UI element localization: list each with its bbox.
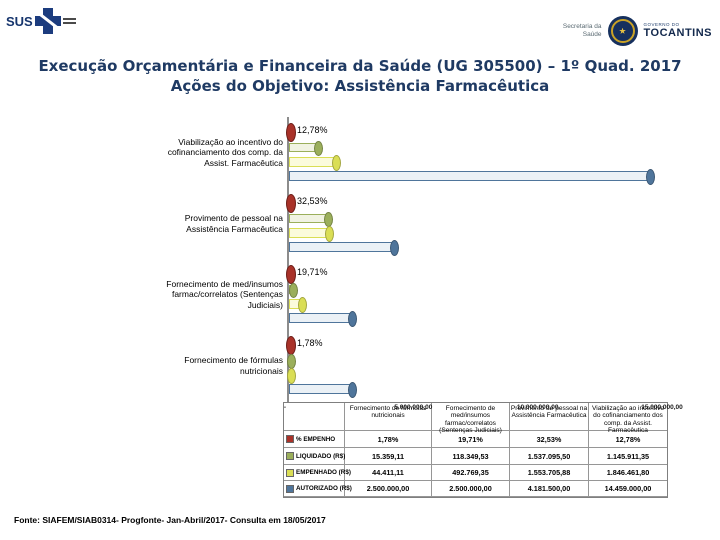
sus-logo-text: SUS	[6, 13, 33, 29]
bar	[289, 228, 328, 238]
slide-title-line1: Execução Orçamentária e Financeira da Sa…	[38, 57, 682, 75]
table-cell: 2.500.000,00	[345, 481, 432, 497]
bar-cap	[286, 194, 296, 213]
axis-tick-label: 15.000.000,00	[641, 404, 683, 411]
table-cell: 1.553.705,88	[510, 465, 589, 481]
category-label: Provimento de pessoal na Assistência Far…	[184, 213, 283, 234]
table-cell: 1.145.911,35	[589, 448, 667, 465]
table-cell: 1.846.461,80	[589, 465, 667, 481]
bar-cap	[348, 311, 358, 327]
bar-cap	[331, 155, 341, 171]
bar-cap	[286, 123, 296, 142]
tocantins-wordmark: GOVERNO DO TOCANTINS	[644, 23, 712, 39]
table-row-label-text: LIQUIDADO (R$)	[296, 452, 346, 460]
table-row-label-text: AUTORIZADO (R$)	[296, 485, 352, 492]
bar-cap	[645, 169, 655, 185]
table-cell: 2.500.000,00	[432, 481, 510, 497]
table-corner-cell	[284, 403, 345, 431]
table-header-cell: Provimento de pessoal na Assistência Far…	[510, 403, 589, 431]
axis-tick-label: 10.000.000,00	[516, 404, 559, 411]
bar-cap	[324, 226, 334, 242]
table-row-label: EMPENHADO (R$)	[284, 465, 351, 481]
axis-tick-label: -	[283, 404, 287, 411]
bar-cap	[348, 382, 358, 398]
bar-chart-plot-area: 12,78% 32,53% 19,71% 1,78%	[286, 117, 663, 407]
legend-swatch	[286, 468, 294, 477]
governo-label: GOVERNO DO	[643, 22, 680, 28]
slide-title-line2: Ações do Objetivo: Assistência Farmacêut…	[170, 77, 550, 96]
table-cell: 492.769,35	[432, 465, 510, 481]
axis-tick-label: 5.000.000,00	[394, 404, 433, 411]
sus-logo: SUS	[6, 8, 76, 34]
bar-cap	[324, 212, 334, 227]
table-cell: 1.537.095,50	[510, 448, 589, 465]
legend-swatch	[286, 452, 294, 460]
category-band: 12,78%	[286, 117, 663, 188]
chart-category-axis: Viabilização ao incentivo do cofinanciam…	[148, 117, 283, 401]
bar	[289, 157, 335, 167]
table-header-cell: Fornecimento de med/insumos farmac/corre…	[432, 403, 510, 434]
bar	[289, 171, 649, 181]
bar-data-label: 19,71%	[297, 267, 328, 277]
bar-data-label: 12,78%	[297, 125, 328, 135]
table-cell: 12,78%	[589, 431, 667, 448]
bar	[289, 313, 352, 323]
table-cell: 1,78%	[345, 431, 432, 448]
government-logos: Secretaria da Saúde GOVERNO DO TOCANTINS	[563, 16, 712, 46]
bar-cap	[287, 354, 296, 369]
state-label: TOCANTINS	[643, 26, 712, 39]
table-cell: 32,53%	[510, 431, 589, 448]
bar-cap	[286, 336, 296, 355]
bar	[289, 242, 393, 252]
sus-logo-smallprint	[62, 18, 76, 24]
bar	[289, 143, 318, 152]
table-cell: 118.349,53	[432, 448, 510, 465]
category-label: Fornecimento de med/insumos farmac/corre…	[166, 278, 283, 310]
table-row-label-text: % EMPENHO	[296, 435, 336, 443]
table-row-label: % EMPENHO	[284, 431, 345, 448]
footer-source: Fonte: SIAFEM/SIAB0314- Progfonte- Jan-A…	[14, 515, 326, 525]
secretaria-label-line2: Saúde	[582, 31, 602, 38]
table-header-cell: Fornecimento de fórmulas nutricionais	[345, 403, 432, 431]
category-label: Fornecimento de fórmulas nutricionais	[184, 355, 283, 376]
bar-data-label: 32,53%	[297, 196, 328, 206]
table-cell: 44.411,11	[345, 465, 432, 481]
secretaria-label-line1: Secretaria da	[562, 22, 602, 30]
table-header-cell: Viabilização ao incentivo do cofinanciam…	[589, 403, 667, 434]
bar-cap	[287, 368, 297, 384]
bar	[289, 214, 328, 223]
category-band: 19,71%	[286, 259, 663, 330]
bar-data-label: 1,78%	[297, 338, 323, 348]
bar-cap	[389, 240, 399, 256]
sus-cross-icon	[34, 8, 61, 34]
slide-title: Execução Orçamentária e Financeira da Sa…	[30, 56, 690, 97]
table-cell: 19,71%	[432, 431, 510, 448]
category-band: 1,78%	[286, 330, 663, 401]
table-cell: 15.359,11	[345, 448, 432, 465]
bar-cap	[288, 283, 298, 298]
table-row-label: AUTORIZADO (R$)	[284, 481, 352, 497]
secretaria-label: Secretaria da Saúde	[563, 23, 602, 39]
table-row-label-text: EMPENHADO (R$)	[296, 469, 351, 476]
tocantins-crest-icon	[607, 16, 638, 46]
bar-cap	[314, 141, 324, 156]
category-label: Viabilização ao incentivo do cofinanciam…	[167, 136, 283, 168]
data-table: Fornecimento de fórmulas nutricionais For…	[283, 402, 668, 498]
bar-cap	[298, 297, 308, 313]
table-cell: 14.459.000,00	[589, 481, 667, 497]
legend-swatch	[286, 484, 294, 493]
table-cell: 4.181.500,00	[510, 481, 589, 497]
category-band: 32,53%	[286, 188, 663, 259]
bar-cap	[286, 265, 296, 284]
legend-swatch	[286, 435, 294, 443]
table-row-label: LIQUIDADO (R$)	[284, 448, 345, 465]
bar	[289, 384, 352, 394]
